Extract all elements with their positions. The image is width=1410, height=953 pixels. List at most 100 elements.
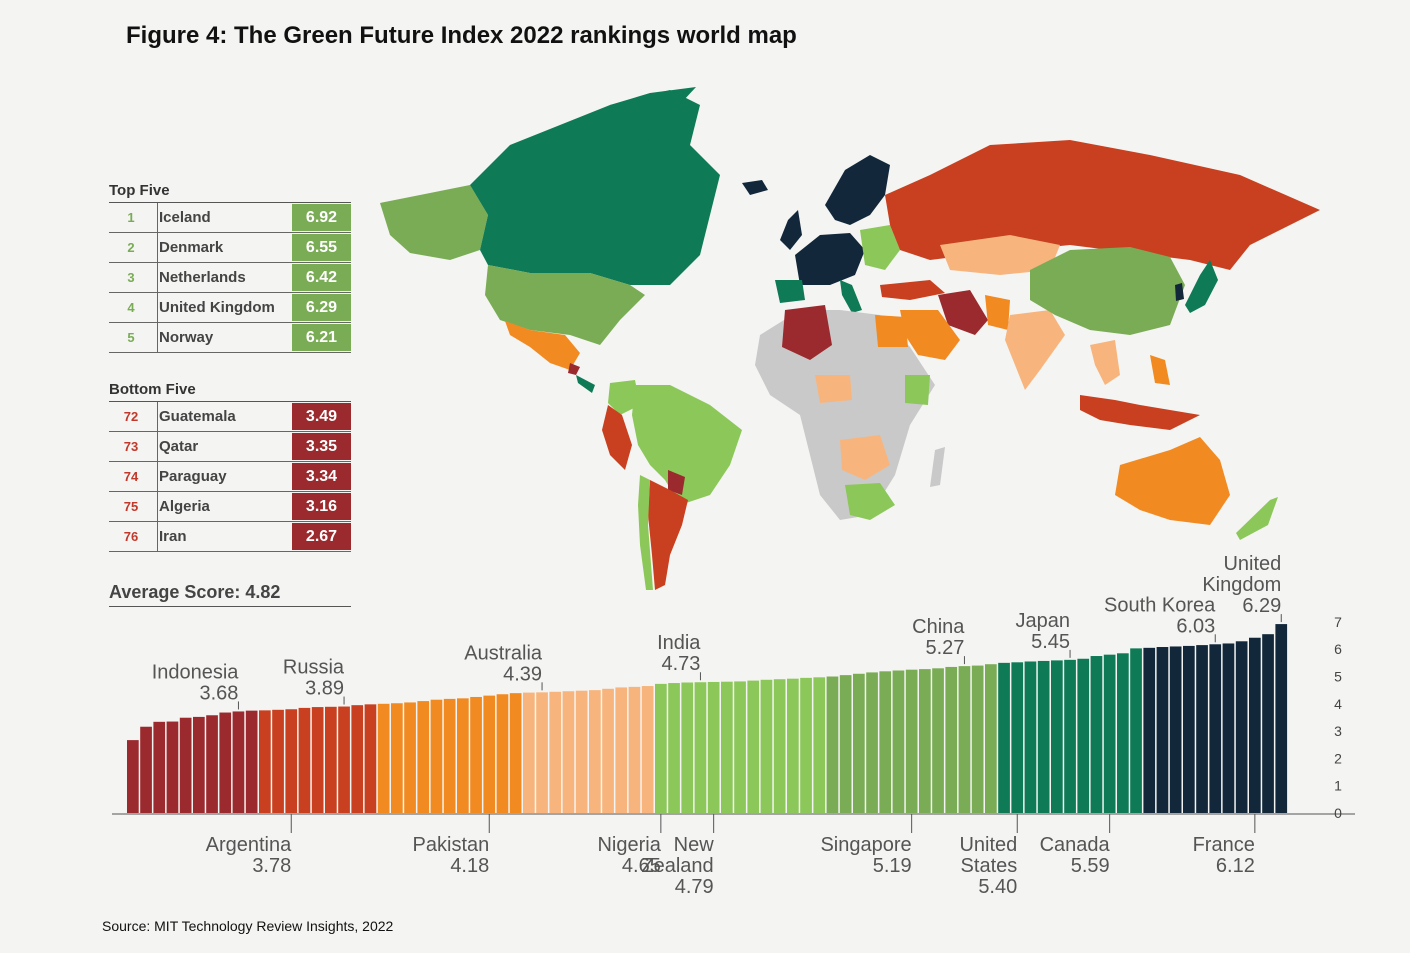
country-name: Guatemala xyxy=(159,408,236,425)
bar xyxy=(1183,645,1195,813)
annotation-below-label: 4.18 xyxy=(450,855,489,877)
annotation-above-label: United xyxy=(1223,553,1281,575)
bar xyxy=(549,691,562,813)
bar xyxy=(259,710,271,813)
bar xyxy=(285,709,298,813)
bar xyxy=(140,726,152,813)
map-kenya xyxy=(905,375,930,405)
rank-number: 5 xyxy=(127,330,135,345)
map-egypt xyxy=(875,315,908,347)
map-argentina xyxy=(648,480,688,590)
map-turkey xyxy=(880,280,945,300)
bar xyxy=(1222,643,1235,813)
map-south-africa xyxy=(845,483,895,520)
country-name: Paraguay xyxy=(159,468,227,485)
bar xyxy=(641,686,654,813)
annotation-above-label: Indonesia xyxy=(152,661,240,683)
country-name: Qatar xyxy=(159,438,199,455)
y-tick-label: 6 xyxy=(1334,641,1342,657)
top-five-row: 2 Denmark 6.55 xyxy=(109,233,351,263)
bar xyxy=(879,671,892,813)
y-tick-label: 0 xyxy=(1334,805,1342,821)
bar xyxy=(391,703,403,813)
bar xyxy=(1051,660,1063,813)
country-name: Iceland xyxy=(159,209,211,226)
bar xyxy=(311,707,324,813)
bar xyxy=(509,693,522,813)
map-central-america xyxy=(576,375,595,393)
bar xyxy=(166,721,179,813)
bar xyxy=(1090,656,1103,813)
map-spain xyxy=(775,280,805,303)
figure-title: Figure 4: The Green Future Index 2022 ra… xyxy=(126,22,797,49)
bar xyxy=(813,677,826,813)
annotation-above-label: 5.27 xyxy=(926,637,965,659)
bar xyxy=(179,717,192,813)
bar xyxy=(998,662,1010,813)
map-greenland xyxy=(610,87,696,145)
score-badge: 3.34 xyxy=(292,463,351,490)
y-tick-label: 5 xyxy=(1334,669,1342,685)
annotation-below-label: Pakistan xyxy=(413,834,490,856)
bar xyxy=(919,669,931,813)
bar xyxy=(747,680,760,813)
map-canada xyxy=(470,90,720,285)
score-badge: 6.29 xyxy=(292,294,351,321)
map-southern-africa xyxy=(840,435,890,480)
map-mexico xyxy=(505,321,580,370)
bar xyxy=(206,715,218,813)
annotation-above-label: 6.03 xyxy=(1176,615,1215,637)
bottom-five-row: 73 Qatar 3.35 xyxy=(109,432,351,462)
y-tick-label: 3 xyxy=(1334,723,1342,739)
bar xyxy=(721,681,733,813)
bar xyxy=(1024,661,1037,813)
bottom-five-table: Bottom Five 72 Guatemala 3.49 73 Qatar 3.35 74… xyxy=(109,381,351,552)
map-chile xyxy=(638,475,653,590)
annotation-above-label: 3.68 xyxy=(200,682,239,704)
bar xyxy=(364,704,377,813)
bar xyxy=(232,711,245,813)
map-madagascar xyxy=(930,447,945,487)
y-tick-label: 7 xyxy=(1334,614,1342,630)
country-name: Norway xyxy=(159,329,214,346)
rank-number: 1 xyxy=(127,210,135,225)
bar xyxy=(615,687,628,813)
bar xyxy=(219,712,232,813)
map-africa xyxy=(755,310,935,520)
annotation-below-label: Canada xyxy=(1040,834,1111,856)
bar xyxy=(562,691,575,813)
bar xyxy=(760,679,773,813)
bar xyxy=(575,690,588,813)
annotation-below-label: 4.79 xyxy=(675,876,714,898)
bar xyxy=(245,710,258,813)
bar xyxy=(1235,641,1248,813)
bar xyxy=(681,682,694,813)
row-divider xyxy=(157,462,158,491)
bar xyxy=(707,681,720,813)
annotation-above-label: 5.45 xyxy=(1031,631,1070,653)
score-badge: 6.21 xyxy=(292,324,351,351)
bar xyxy=(1011,662,1024,813)
rank-number: 74 xyxy=(123,469,139,484)
map-southeast-asia xyxy=(1090,340,1120,385)
bar xyxy=(932,668,944,813)
rank-number: 72 xyxy=(123,409,139,424)
annotation-below-label: Zealand xyxy=(641,855,713,877)
top-five-heading: Top Five xyxy=(109,182,351,203)
map-australia xyxy=(1115,437,1230,525)
bar xyxy=(1037,660,1050,813)
country-name: Iran xyxy=(159,528,187,545)
y-tick-label: 2 xyxy=(1334,750,1342,766)
annotation-below-label: 5.59 xyxy=(1071,855,1110,877)
row-divider xyxy=(157,323,158,352)
bar xyxy=(945,666,958,813)
bar xyxy=(985,664,997,813)
rank-number: 75 xyxy=(123,499,139,514)
bar xyxy=(404,702,416,813)
bar xyxy=(417,701,430,813)
score-badge: 6.92 xyxy=(292,204,351,231)
map-scandinavia xyxy=(825,155,890,225)
annotation-below-label: 5.19 xyxy=(873,855,912,877)
bar xyxy=(1077,658,1090,813)
annotation-above-label: Russia xyxy=(283,657,345,679)
